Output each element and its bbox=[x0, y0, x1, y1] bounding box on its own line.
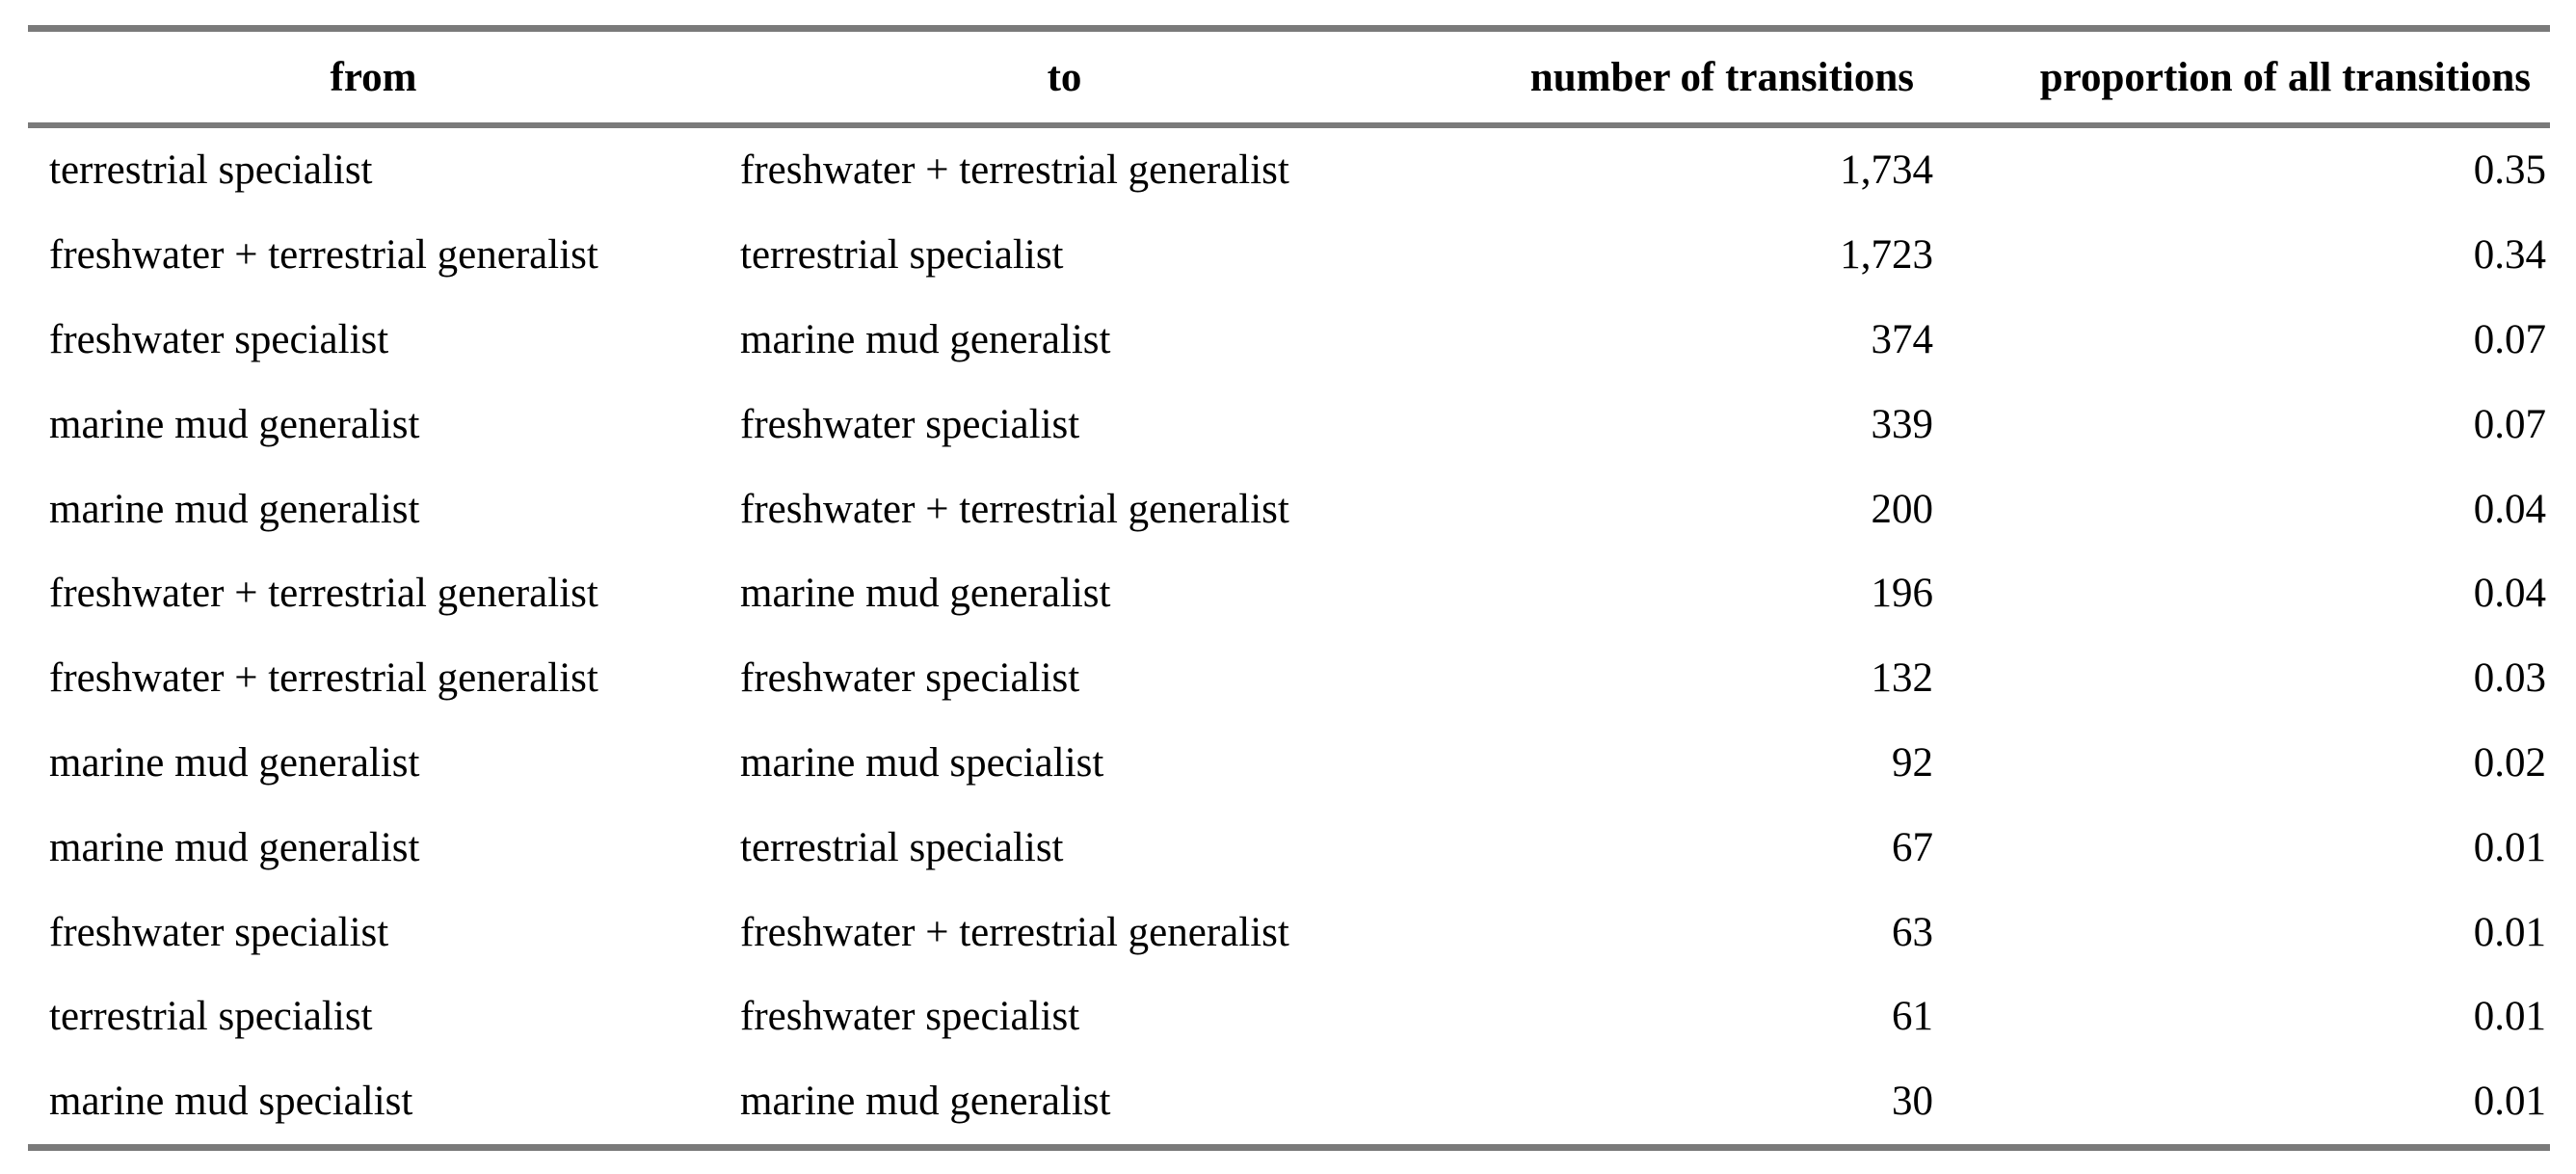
cell-number-of-transitions: 61 bbox=[1892, 994, 1933, 1040]
table-body: terrestrial specialist freshwater + terre… bbox=[28, 125, 2550, 1148]
cell-to: marine mud generalist bbox=[740, 316, 1111, 362]
table-row: marine mud generalist terrestrial special… bbox=[28, 805, 2550, 890]
header-number-of-transitions: number of transitions bbox=[1529, 54, 1914, 100]
cell-from: freshwater specialist bbox=[49, 909, 389, 955]
cell-from: marine mud generalist bbox=[49, 486, 420, 532]
cell-number-of-transitions: 30 bbox=[1892, 1079, 1933, 1125]
cell-proportion: 0.02 bbox=[2473, 739, 2546, 786]
table-row: freshwater specialist freshwater + terres… bbox=[28, 890, 2550, 974]
cell-to: marine mud generalist bbox=[740, 1079, 1111, 1125]
table-row: marine mud generalist marine mud speciali… bbox=[28, 721, 2550, 806]
cell-from: marine mud generalist bbox=[49, 401, 420, 447]
cell-from: marine mud generalist bbox=[49, 824, 420, 870]
cell-number-of-transitions: 132 bbox=[1871, 655, 1934, 702]
cell-number-of-transitions: 200 bbox=[1871, 486, 1934, 532]
cell-proportion: 0.01 bbox=[2473, 994, 2546, 1040]
cell-to: freshwater specialist bbox=[740, 401, 1080, 447]
transitions-table: from to number of transitions proportion… bbox=[28, 25, 2550, 1151]
table-row: freshwater + terrestrial generalist marin… bbox=[28, 551, 2550, 636]
cell-number-of-transitions: 374 bbox=[1871, 316, 1934, 362]
cell-number-of-transitions: 1,734 bbox=[1840, 147, 1933, 194]
cell-proportion: 0.35 bbox=[2473, 147, 2546, 194]
table-row: marine mud specialist marine mud generali… bbox=[28, 1059, 2550, 1148]
header-from: from bbox=[330, 54, 417, 100]
header-to: to bbox=[1047, 54, 1082, 100]
cell-to: marine mud generalist bbox=[740, 571, 1111, 617]
cell-to: freshwater + terrestrial generalist bbox=[740, 147, 1289, 194]
table-row: terrestrial specialist freshwater special… bbox=[28, 974, 2550, 1059]
cell-from: freshwater + terrestrial generalist bbox=[49, 232, 598, 279]
cell-number-of-transitions: 92 bbox=[1892, 739, 1933, 786]
cell-proportion: 0.01 bbox=[2473, 909, 2546, 955]
cell-to: freshwater + terrestrial generalist bbox=[740, 909, 1289, 955]
cell-from: marine mud specialist bbox=[49, 1079, 413, 1125]
table-row: freshwater specialist marine mud generali… bbox=[28, 298, 2550, 383]
cell-proportion: 0.01 bbox=[2473, 1079, 2546, 1125]
cell-number-of-transitions: 196 bbox=[1871, 571, 1934, 617]
cell-from: terrestrial specialist bbox=[49, 994, 373, 1040]
cell-to: freshwater specialist bbox=[740, 655, 1080, 702]
cell-proportion: 0.07 bbox=[2473, 316, 2546, 362]
table-row: freshwater + terrestrial generalist fresh… bbox=[28, 636, 2550, 721]
table-row: marine mud generalist freshwater speciali… bbox=[28, 382, 2550, 467]
cell-from: freshwater + terrestrial generalist bbox=[49, 571, 598, 617]
cell-from: marine mud generalist bbox=[49, 739, 420, 786]
cell-number-of-transitions: 339 bbox=[1871, 401, 1934, 447]
cell-proportion: 0.03 bbox=[2473, 655, 2546, 702]
table-row: marine mud generalist freshwater + terres… bbox=[28, 467, 2550, 551]
cell-to: terrestrial specialist bbox=[740, 824, 1064, 870]
cell-from: terrestrial specialist bbox=[49, 147, 373, 194]
cell-proportion: 0.04 bbox=[2473, 486, 2546, 532]
cell-to: marine mud specialist bbox=[740, 739, 1104, 786]
transitions-table-container: from to number of transitions proportion… bbox=[28, 25, 2550, 1151]
cell-to: freshwater specialist bbox=[740, 994, 1080, 1040]
cell-proportion: 0.07 bbox=[2473, 401, 2546, 447]
cell-proportion: 0.34 bbox=[2473, 232, 2546, 279]
cell-to: terrestrial specialist bbox=[740, 232, 1064, 279]
cell-number-of-transitions: 63 bbox=[1892, 909, 1933, 955]
cell-to: freshwater + terrestrial generalist bbox=[740, 486, 1289, 532]
table-header: from to number of transitions proportion… bbox=[28, 28, 2550, 125]
cell-number-of-transitions: 1,723 bbox=[1840, 232, 1933, 279]
header-proportion-of-all-transitions: proportion of all transitions bbox=[2039, 54, 2531, 100]
cell-from: freshwater specialist bbox=[49, 316, 389, 362]
cell-number-of-transitions: 67 bbox=[1892, 824, 1933, 870]
table-row: freshwater + terrestrial generalist terre… bbox=[28, 213, 2550, 298]
cell-proportion: 0.04 bbox=[2473, 571, 2546, 617]
cell-proportion: 0.01 bbox=[2473, 824, 2546, 870]
table-row: terrestrial specialist freshwater + terre… bbox=[28, 125, 2550, 213]
cell-from: freshwater + terrestrial generalist bbox=[49, 655, 598, 702]
header-row: from to number of transitions proportion… bbox=[28, 28, 2550, 125]
